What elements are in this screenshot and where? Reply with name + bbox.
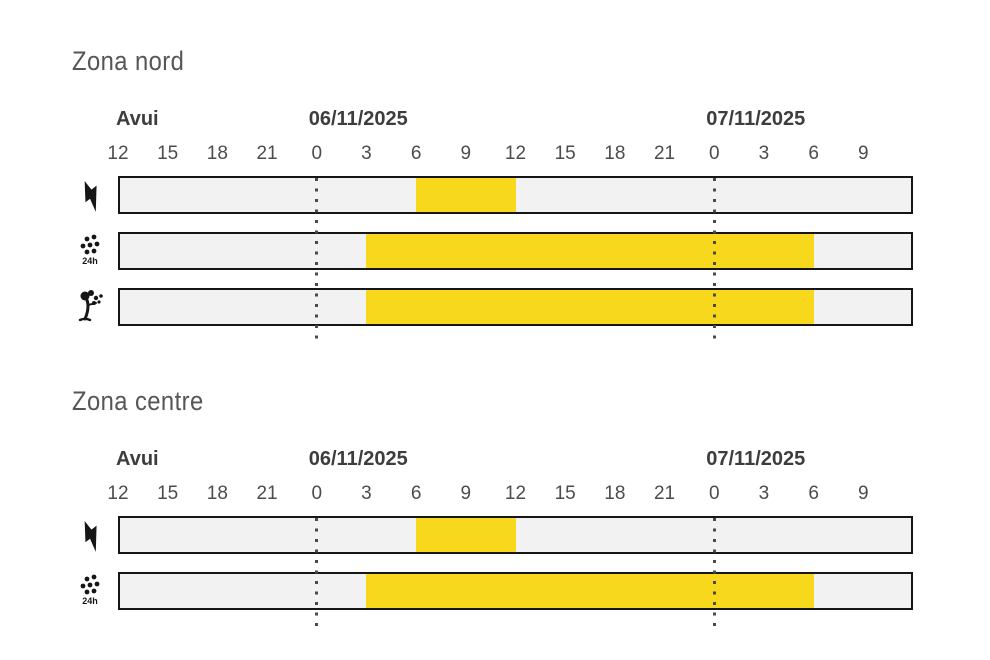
- date-label: 07/11/2025: [706, 448, 806, 470]
- lightning-icon: [72, 175, 112, 215]
- hour-axis: 12 15 18 21 0 3 6 9 12 15 18 21 0 3 6 9: [107, 480, 913, 516]
- svg-text:24h: 24h: [82, 596, 98, 606]
- lightning-icon: [72, 515, 112, 555]
- hour-tick: 3: [361, 483, 372, 504]
- hour-tick: 3: [758, 143, 770, 164]
- warning-row-wind: [78, 288, 913, 326]
- zone-title: Zona nord: [72, 46, 185, 76]
- warning-row-rain-accumulated-24h: 24h: [80, 572, 913, 610]
- today-label: Avui: [116, 448, 159, 470]
- timeline-bar: [118, 516, 913, 554]
- hour-tick: 0: [311, 483, 323, 504]
- hour-tick: 6: [808, 483, 819, 504]
- hour-tick: 18: [206, 483, 228, 504]
- warning-segment: [366, 234, 814, 268]
- timeline-bar: [118, 176, 913, 214]
- warning-segment: [366, 574, 814, 608]
- rain-24h-icon: 24h: [72, 571, 112, 611]
- hour-axis: 12 15 18 21 0 3 6 9 12 15 18 21 0 3 6 9: [107, 140, 913, 176]
- timeline-bar: [118, 232, 913, 270]
- timeline-bar: [118, 288, 913, 326]
- hour-tick: 18: [206, 143, 228, 164]
- hour-tick: 15: [157, 483, 179, 504]
- hour-tick: 3: [758, 483, 770, 504]
- hour-tick: 9: [858, 143, 869, 164]
- hour-tick: 9: [460, 143, 472, 164]
- today-label: Avui: [116, 108, 159, 130]
- svg-text:24h: 24h: [82, 256, 98, 266]
- hour-tick: 0: [708, 483, 720, 504]
- warning-row-thunderstorm: [84, 176, 913, 214]
- hour-tick: 15: [157, 143, 179, 164]
- wind-tree-icon: [72, 287, 112, 327]
- hour-tick: 18: [604, 143, 626, 164]
- hour-tick: 9: [858, 483, 869, 504]
- warning-rows: 24h: [80, 516, 913, 626]
- hour-tick: 15: [554, 143, 576, 164]
- date-label: 07/11/2025: [706, 108, 806, 130]
- hour-tick: 3: [361, 143, 372, 164]
- hour-tick: 21: [256, 143, 278, 164]
- hour-tick: 21: [653, 143, 676, 164]
- warning-row-rain-accumulated-24h: 24h: [80, 232, 913, 270]
- hour-tick: 12: [107, 483, 129, 504]
- date-label: 06/11/2025: [308, 448, 408, 470]
- zone-title: Zona centre: [72, 386, 204, 416]
- zone-chart: Avui 06/11/2025 07/11/2025 12 15 18 21 0 3 6 9 1…: [78, 104, 913, 342]
- hour-tick: 6: [808, 143, 819, 164]
- date-header-row: Avui 06/11/2025 07/11/2025: [116, 444, 913, 480]
- warning-segment: [416, 178, 516, 212]
- hour-tick: 12: [504, 483, 527, 504]
- hour-tick: 6: [410, 143, 422, 164]
- warning-rows: 24h: [78, 176, 913, 342]
- hour-tick: 12: [107, 143, 129, 164]
- hour-tick: 6: [410, 483, 422, 504]
- hour-tick: 9: [460, 483, 472, 504]
- timeline-bar: [118, 572, 913, 610]
- hour-tick: 18: [604, 483, 626, 504]
- hour-tick: 0: [311, 143, 323, 164]
- date-label: 06/11/2025: [308, 108, 408, 130]
- hour-tick: 15: [554, 483, 576, 504]
- date-header-row: Avui 06/11/2025 07/11/2025: [116, 104, 913, 140]
- zone-section-nord: Zona nord Avui 06/11/2025 07/11/2025 12 1…: [0, 44, 990, 342]
- hour-tick: 21: [653, 483, 676, 504]
- warning-segment: [366, 290, 814, 324]
- hour-tick: 21: [256, 483, 278, 504]
- hour-tick: 12: [504, 143, 527, 164]
- rain-24h-icon: 24h: [72, 231, 112, 271]
- warning-row-thunderstorm: [84, 516, 913, 554]
- warning-segment: [416, 518, 516, 552]
- zone-section-centre: Zona centre Avui 06/11/2025 07/11/2025 1…: [0, 384, 990, 626]
- zone-chart: Avui 06/11/2025 07/11/2025 12 15 18 21 0 3 6 9 1…: [80, 444, 913, 626]
- hour-tick: 0: [708, 143, 720, 164]
